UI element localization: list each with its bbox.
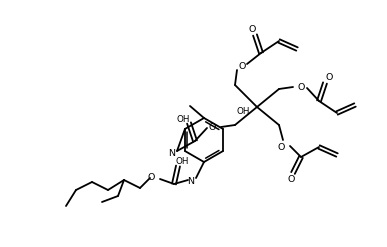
Text: OH: OH: [176, 115, 190, 124]
Text: O: O: [208, 123, 216, 131]
Text: O: O: [325, 73, 333, 82]
Text: O: O: [297, 82, 305, 91]
Text: O: O: [238, 62, 246, 70]
Text: OH: OH: [175, 158, 189, 166]
Text: OH: OH: [236, 106, 250, 116]
Text: N: N: [168, 148, 175, 158]
Text: O: O: [147, 172, 155, 182]
Text: N: N: [187, 177, 195, 185]
Text: O: O: [248, 24, 256, 34]
Text: O: O: [277, 144, 285, 152]
Text: O: O: [287, 174, 295, 184]
